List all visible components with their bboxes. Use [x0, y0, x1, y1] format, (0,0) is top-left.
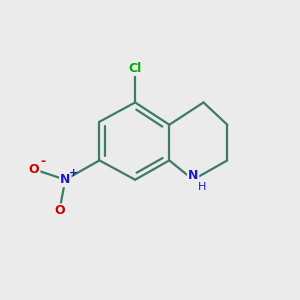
Text: O: O — [29, 163, 39, 176]
Text: O: O — [54, 204, 65, 218]
Text: H: H — [198, 182, 206, 192]
Text: -: - — [40, 155, 46, 168]
Text: N: N — [60, 173, 70, 186]
Text: N: N — [188, 169, 198, 182]
Text: Cl: Cl — [128, 62, 142, 75]
Text: +: + — [69, 168, 78, 178]
